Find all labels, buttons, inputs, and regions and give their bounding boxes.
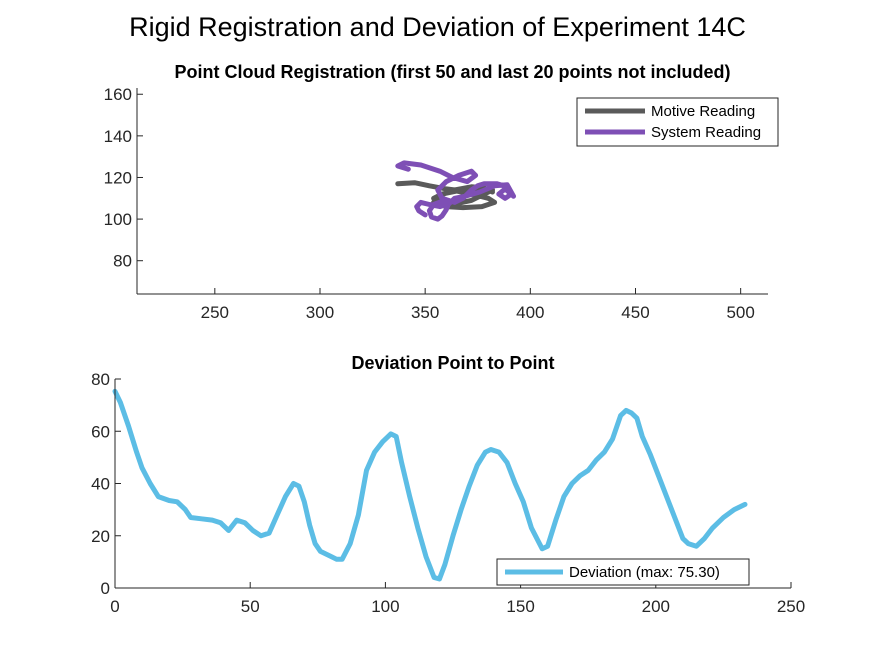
- registration-chart: Point Cloud Registration (first 50 and l…: [104, 62, 779, 322]
- y-tick-label: 120: [104, 168, 132, 187]
- x-tick-label: 150: [506, 597, 534, 616]
- y-tick-label: 80: [91, 370, 110, 389]
- legend: Deviation (max: 75.30): [496, 558, 750, 586]
- system-reading-line: [395, 160, 516, 222]
- y-tick-label: 60: [91, 422, 110, 441]
- y-tick-label: 100: [104, 210, 132, 229]
- y-tick-label: 80: [113, 252, 132, 271]
- y-tick-label: 20: [91, 527, 110, 546]
- deviation-chart: Deviation Point to Point 0 50 100 150 200 250 0…: [91, 353, 805, 616]
- x-tick-label: 50: [241, 597, 260, 616]
- legend-label: System Reading: [651, 124, 761, 141]
- y-tick-label: 140: [104, 127, 132, 146]
- deviation-line: [112, 388, 748, 582]
- x-tick-label: 400: [516, 303, 544, 322]
- x-tick-label: 500: [726, 303, 754, 322]
- y-tick-label: 160: [104, 85, 132, 104]
- motive-reading-line: [395, 180, 498, 211]
- legend-label: Deviation (max: 75.30): [569, 564, 720, 581]
- figure-title: Rigid Registration and Deviation of Expe…: [129, 12, 746, 42]
- x-tick-label: 300: [306, 303, 334, 322]
- x-tick-label: 450: [621, 303, 649, 322]
- x-tick-label: 0: [110, 597, 119, 616]
- deviation-chart-title: Deviation Point to Point: [352, 353, 555, 373]
- x-tick-label: 350: [411, 303, 439, 322]
- y-tick-label: 0: [101, 579, 110, 598]
- legend-box: [576, 97, 779, 147]
- registration-chart-title: Point Cloud Registration (first 50 and l…: [174, 62, 730, 82]
- legend: Motive Reading System Reading: [576, 97, 779, 147]
- x-tick-label: 250: [777, 597, 805, 616]
- legend-label: Motive Reading: [651, 103, 755, 120]
- x-tick-label: 250: [201, 303, 229, 322]
- y-tick-label: 40: [91, 475, 110, 494]
- x-tick-label: 200: [642, 597, 670, 616]
- x-tick-label: 100: [371, 597, 399, 616]
